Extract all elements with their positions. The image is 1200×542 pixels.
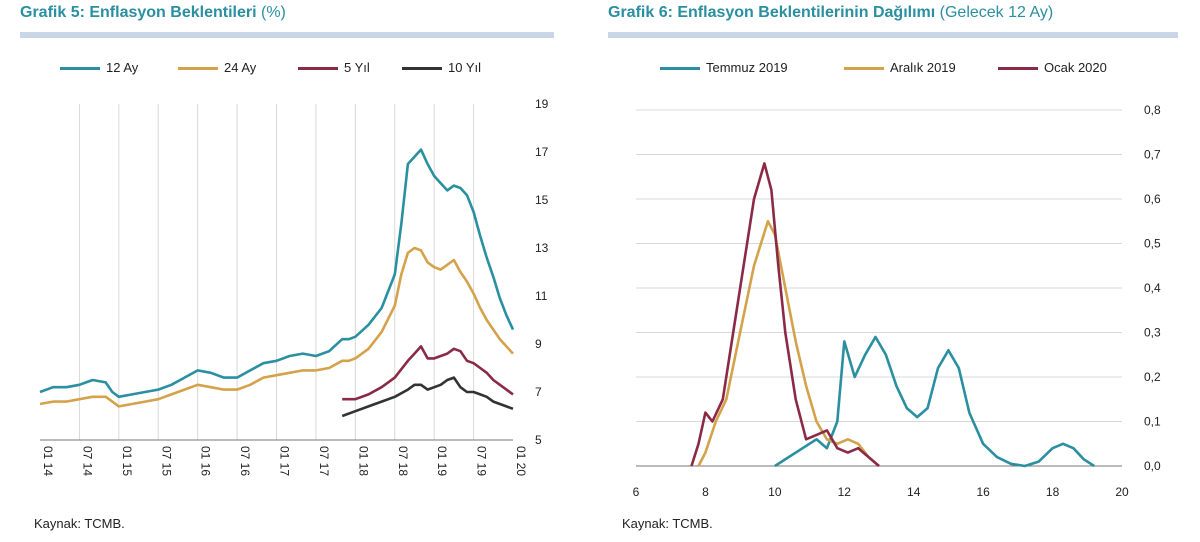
x-tick-label: 01 17 xyxy=(278,446,292,476)
y-tick-label: 0,1 xyxy=(1144,415,1161,429)
y-tick-label: 11 xyxy=(535,289,548,303)
x-tick-label: 14 xyxy=(907,485,921,499)
x-tick-label: 16 xyxy=(976,485,990,499)
legend-label: 10 Yıl xyxy=(448,60,482,75)
x-tick-label: 10 xyxy=(768,485,782,499)
legend-swatch xyxy=(998,67,1038,71)
x-tick-label: 01 15 xyxy=(120,446,134,476)
legend-label: Temmuz 2019 xyxy=(706,60,788,75)
right-source: Kaynak: TCMB. xyxy=(622,516,713,531)
left-chart-title: Grafik 5: Enflasyon Beklentileri (%) xyxy=(20,4,286,22)
y-tick-label: 0,2 xyxy=(1144,370,1161,384)
x-tick-label: 18 xyxy=(1046,485,1060,499)
legend-label: Aralık 2019 xyxy=(890,60,956,75)
left-title-main: Grafik 5: Enflasyon Beklentileri xyxy=(20,4,257,21)
y-tick-label: 0,3 xyxy=(1144,326,1161,340)
series-line xyxy=(39,246,514,408)
x-tick-label: 01 18 xyxy=(356,446,370,476)
legend-item-12-ay: 12 Ay xyxy=(60,60,138,75)
series-line xyxy=(774,335,1095,468)
inflation-expectations-chart: 01 14 07 14 01 15 07 15 01 16 07 16 01 17 07 17… xyxy=(39,97,549,476)
y-tick-label: 0,7 xyxy=(1144,148,1161,162)
legend-item-24-ay: 24 Ay xyxy=(178,60,256,75)
legend-label: 5 Yıl xyxy=(344,60,370,75)
y-tick-label: 19 xyxy=(535,97,549,111)
x-tick-label: 07 15 xyxy=(159,446,173,476)
legend-label: 24 Ay xyxy=(224,60,257,75)
series-line xyxy=(697,220,880,467)
series-line xyxy=(690,162,880,467)
x-tick-label: 07 14 xyxy=(80,446,94,476)
left-legend: 12 Ay 24 Ay 5 Yıl 10 Yıl xyxy=(60,60,530,80)
y-tick-label: 17 xyxy=(535,145,549,159)
legend-swatch xyxy=(178,67,218,71)
legend-swatch xyxy=(844,67,884,71)
left-source: Kaynak: TCMB. xyxy=(34,516,125,531)
left-title-rule xyxy=(20,32,554,38)
legend-swatch xyxy=(660,67,700,71)
y-tick-label: 7 xyxy=(535,385,542,399)
x-tick-label: 12 xyxy=(838,485,852,499)
x-tick-label: 01 19 xyxy=(435,446,449,476)
series-line xyxy=(342,345,514,401)
y-tick-label: 15 xyxy=(535,193,549,207)
right-chart-title: Grafik 6: Enflasyon Beklentilerinin Dağı… xyxy=(608,4,1053,22)
y-tick-label: 0,0 xyxy=(1144,459,1161,473)
y-tick-label: 0,4 xyxy=(1144,281,1161,295)
right-legend: Temmuz 2019 Aralık 2019 Ocak 2020 xyxy=(660,60,1140,80)
x-tick-label: 6 xyxy=(633,485,640,499)
legend-label: Ocak 2020 xyxy=(1044,60,1107,75)
right-title-rule xyxy=(608,32,1178,38)
y-tick-label: 13 xyxy=(535,241,549,255)
x-tick-label: 07 17 xyxy=(317,446,331,476)
y-tick-label: 9 xyxy=(535,337,542,351)
legend-swatch xyxy=(402,67,442,71)
x-tick-label: 01 14 xyxy=(41,446,55,476)
x-tick-label: 07 19 xyxy=(475,446,489,476)
legend-swatch xyxy=(298,67,338,71)
legend-item-temmuz-2019: Temmuz 2019 xyxy=(660,60,788,75)
legend-item-aralik-2019: Aralık 2019 xyxy=(844,60,956,75)
legend-item-ocak-2020: Ocak 2020 xyxy=(998,60,1107,75)
x-tick-label: 07 16 xyxy=(238,446,252,476)
x-tick-label: 8 xyxy=(702,485,709,499)
series-line xyxy=(39,148,515,399)
series-line xyxy=(341,376,514,418)
x-tick-label: 01 20 xyxy=(514,446,528,476)
legend-label: 12 Ay xyxy=(106,60,139,75)
left-title-sub: (%) xyxy=(260,4,286,21)
legend-swatch xyxy=(60,67,100,71)
y-tick-label: 0,8 xyxy=(1144,103,1161,117)
y-tick-label: 5 xyxy=(535,433,542,447)
y-tick-label: 0,6 xyxy=(1144,192,1161,206)
legend-item-5-yil: 5 Yıl xyxy=(298,60,370,75)
x-tick-label: 01 16 xyxy=(199,446,213,476)
right-title-sub: (Gelecek 12 Ay) xyxy=(939,4,1054,21)
x-tick-label: 07 18 xyxy=(396,446,410,476)
x-tick-label: 20 xyxy=(1115,485,1129,499)
y-tick-label: 0,5 xyxy=(1144,237,1161,251)
legend-item-10-yil: 10 Yıl xyxy=(402,60,481,75)
right-title-main: Grafik 6: Enflasyon Beklentilerinin Dağı… xyxy=(608,4,936,21)
